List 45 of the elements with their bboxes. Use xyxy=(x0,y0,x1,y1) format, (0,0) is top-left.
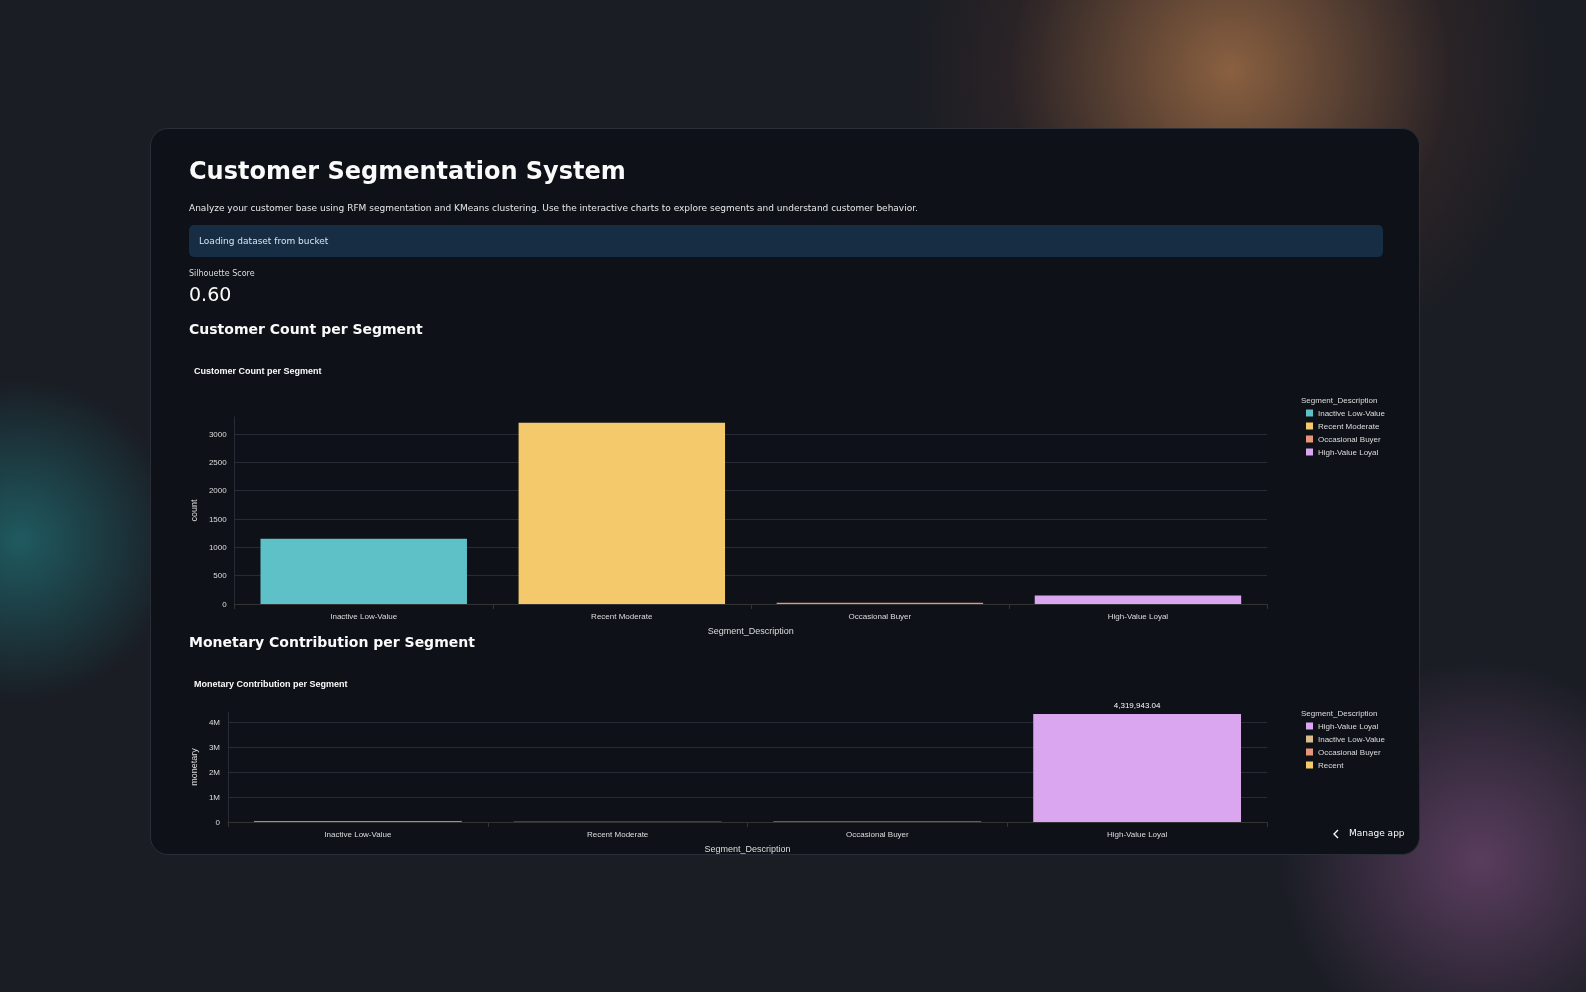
y-tick-label: 2000 xyxy=(208,486,228,496)
legend-label: Recent Moderate xyxy=(1318,421,1380,431)
legend-label: High-Value Loyal xyxy=(1318,721,1379,731)
text: Analyze your customer base using RFM segmentation and KMeans clustering. Use the interactive charts to explore segments and understand customer behavior. xyxy=(189,203,918,213)
x-tick-label: Occasional Buyer xyxy=(848,611,912,621)
y-tick-label: 4M xyxy=(208,717,221,727)
y-tick-label: 3000 xyxy=(208,429,228,439)
y-tick-label: 2500 xyxy=(208,457,228,467)
chart-subtitle: Monetary Contribution per Segment xyxy=(194,678,348,689)
y-tick-label: 500 xyxy=(213,571,228,581)
chart-subtitle: Customer Count per Segment xyxy=(194,365,322,376)
y-axis-title: monetary xyxy=(188,747,199,786)
text: Manage app xyxy=(1349,828,1405,838)
x-tick-label: Occasional Buyer xyxy=(846,829,910,839)
chart-title: Customer Count per Segment xyxy=(189,321,423,337)
legend-label: High-Value Loyal xyxy=(1318,447,1379,457)
y-tick-label: 1M xyxy=(208,792,221,802)
x-tick-label: Inactive Low-Value xyxy=(330,611,398,621)
y-axis-title: count xyxy=(188,499,199,522)
y-tick-label: 0 xyxy=(215,817,221,827)
legend-label: Inactive Low-Value xyxy=(1318,408,1386,418)
text: Customer Segmentation System xyxy=(189,157,626,185)
legend-title: Segment_Description xyxy=(1301,395,1378,405)
x-axis-title: Segment_Description xyxy=(707,625,794,636)
x-tick-label: High-Value Loyal xyxy=(1106,829,1168,839)
legend-label: Occasional Buyer xyxy=(1318,434,1382,444)
y-tick-label: 0 xyxy=(222,599,228,609)
text: Silhouette Score xyxy=(189,269,255,278)
y-tick-label: 3M xyxy=(208,742,221,752)
x-tick-label: Recent Moderate xyxy=(586,829,649,839)
text: 0.60 xyxy=(189,283,232,305)
x-tick-label: Inactive Low-Value xyxy=(324,829,392,839)
x-tick-label: Recent Moderate xyxy=(591,611,654,621)
legend-label: Occasional Buyer xyxy=(1318,747,1382,757)
legend-label: Inactive Low-Value xyxy=(1318,734,1386,744)
legend-title: Segment_Description xyxy=(1301,708,1378,718)
x-axis-title: Segment_Description xyxy=(704,843,791,854)
y-tick-label: 2M xyxy=(208,767,221,777)
text: Loading dataset from bucket xyxy=(189,225,1383,257)
legend-label: Recent xyxy=(1318,760,1345,770)
chart-title: Monetary Contribution per Segment xyxy=(189,634,475,650)
y-tick-label: 1000 xyxy=(208,542,228,552)
data-label: 4,319,943.04 xyxy=(1113,700,1162,710)
x-tick-label: High-Value Loyal xyxy=(1107,611,1169,621)
y-tick-label: 1500 xyxy=(208,514,228,524)
